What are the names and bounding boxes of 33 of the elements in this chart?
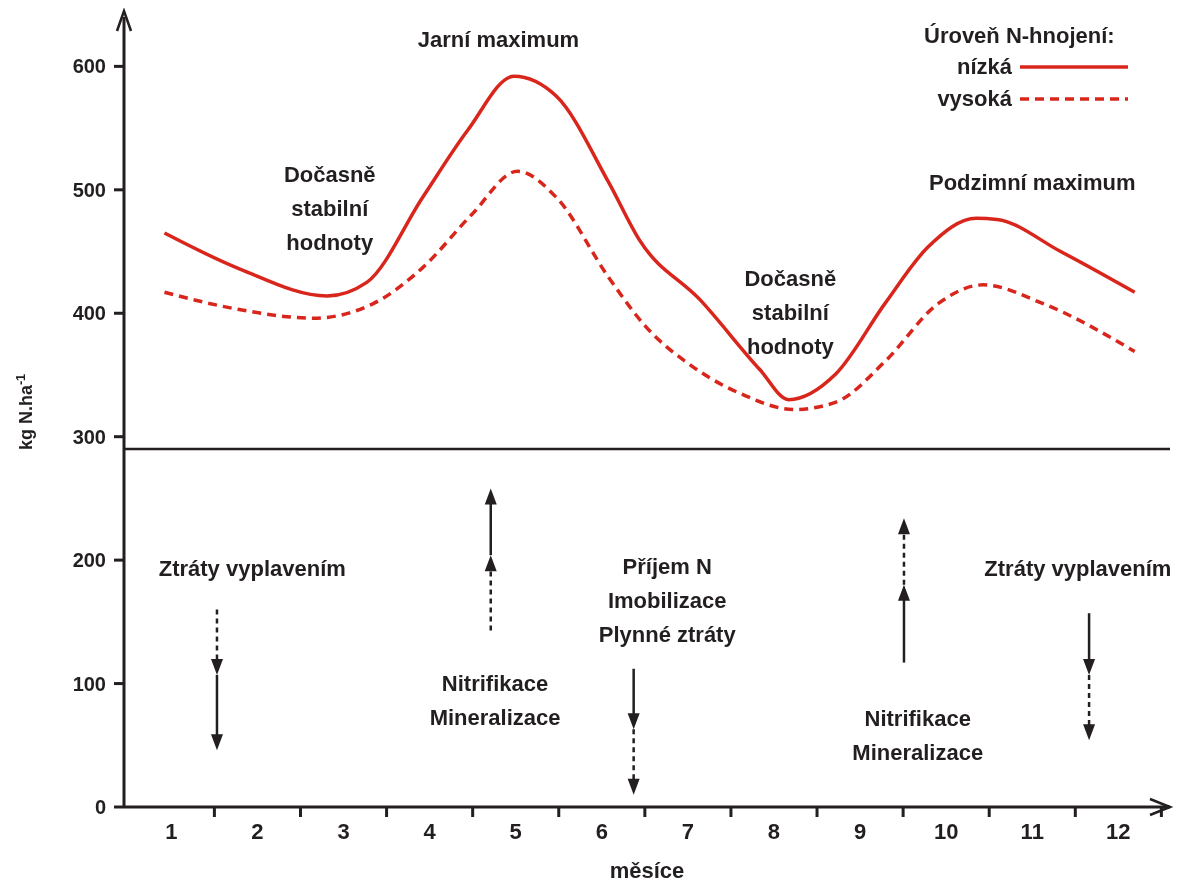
x-tick-label: 1 — [165, 819, 178, 844]
x-tick-label: 5 — [509, 819, 522, 844]
legend-label: nízká — [956, 54, 1013, 79]
x-tick-label: 11 — [1020, 819, 1044, 844]
annotation: Ztráty vyplavením — [158, 555, 346, 581]
x-tick-label: 3 — [337, 819, 350, 844]
legend-label: vysoká — [937, 86, 1013, 111]
y-tick-label: 400 — [72, 302, 106, 325]
x-tick-label: 2 — [251, 819, 264, 844]
x-tick-label: 8 — [767, 819, 781, 844]
y-tick-label: 100 — [72, 672, 106, 695]
annotation: Podzimní maximum — [928, 170, 1136, 196]
annotation: Nitrifikace Mineralizace — [429, 670, 561, 730]
x-tick-label: 7 — [681, 819, 695, 844]
y-tick-label: 300 — [72, 425, 106, 448]
y-tick-label: 0 — [94, 796, 106, 818]
annotation: Nitrifikace Mineralizace — [852, 706, 984, 766]
x-tick-label: 6 — [595, 819, 608, 844]
x-axis-title: měsíce — [609, 858, 685, 883]
annotation: Dočasně stabilní hodnoty — [283, 162, 376, 256]
annotation: Dočasně stabilní hodnoty — [744, 266, 837, 360]
legend-title: Úroveň N-hnojení: — [924, 23, 1115, 48]
annotation: Příjem N Imobilizace Plynné ztráty — [598, 553, 737, 647]
annotation: Ztráty vyplavením — [984, 555, 1172, 581]
y-tick-label: 200 — [72, 549, 106, 572]
y-tick-label: 500 — [72, 178, 106, 201]
x-tick-label: 10 — [933, 819, 959, 844]
y-tick-label: 600 — [72, 55, 106, 78]
x-tick-label: 12 — [1106, 819, 1131, 844]
annotation: Jarní maximum — [417, 27, 580, 53]
line-series — [162, 74, 1137, 402]
x-tick-label: 9 — [853, 819, 867, 844]
x-tick-label: 4 — [423, 819, 437, 844]
